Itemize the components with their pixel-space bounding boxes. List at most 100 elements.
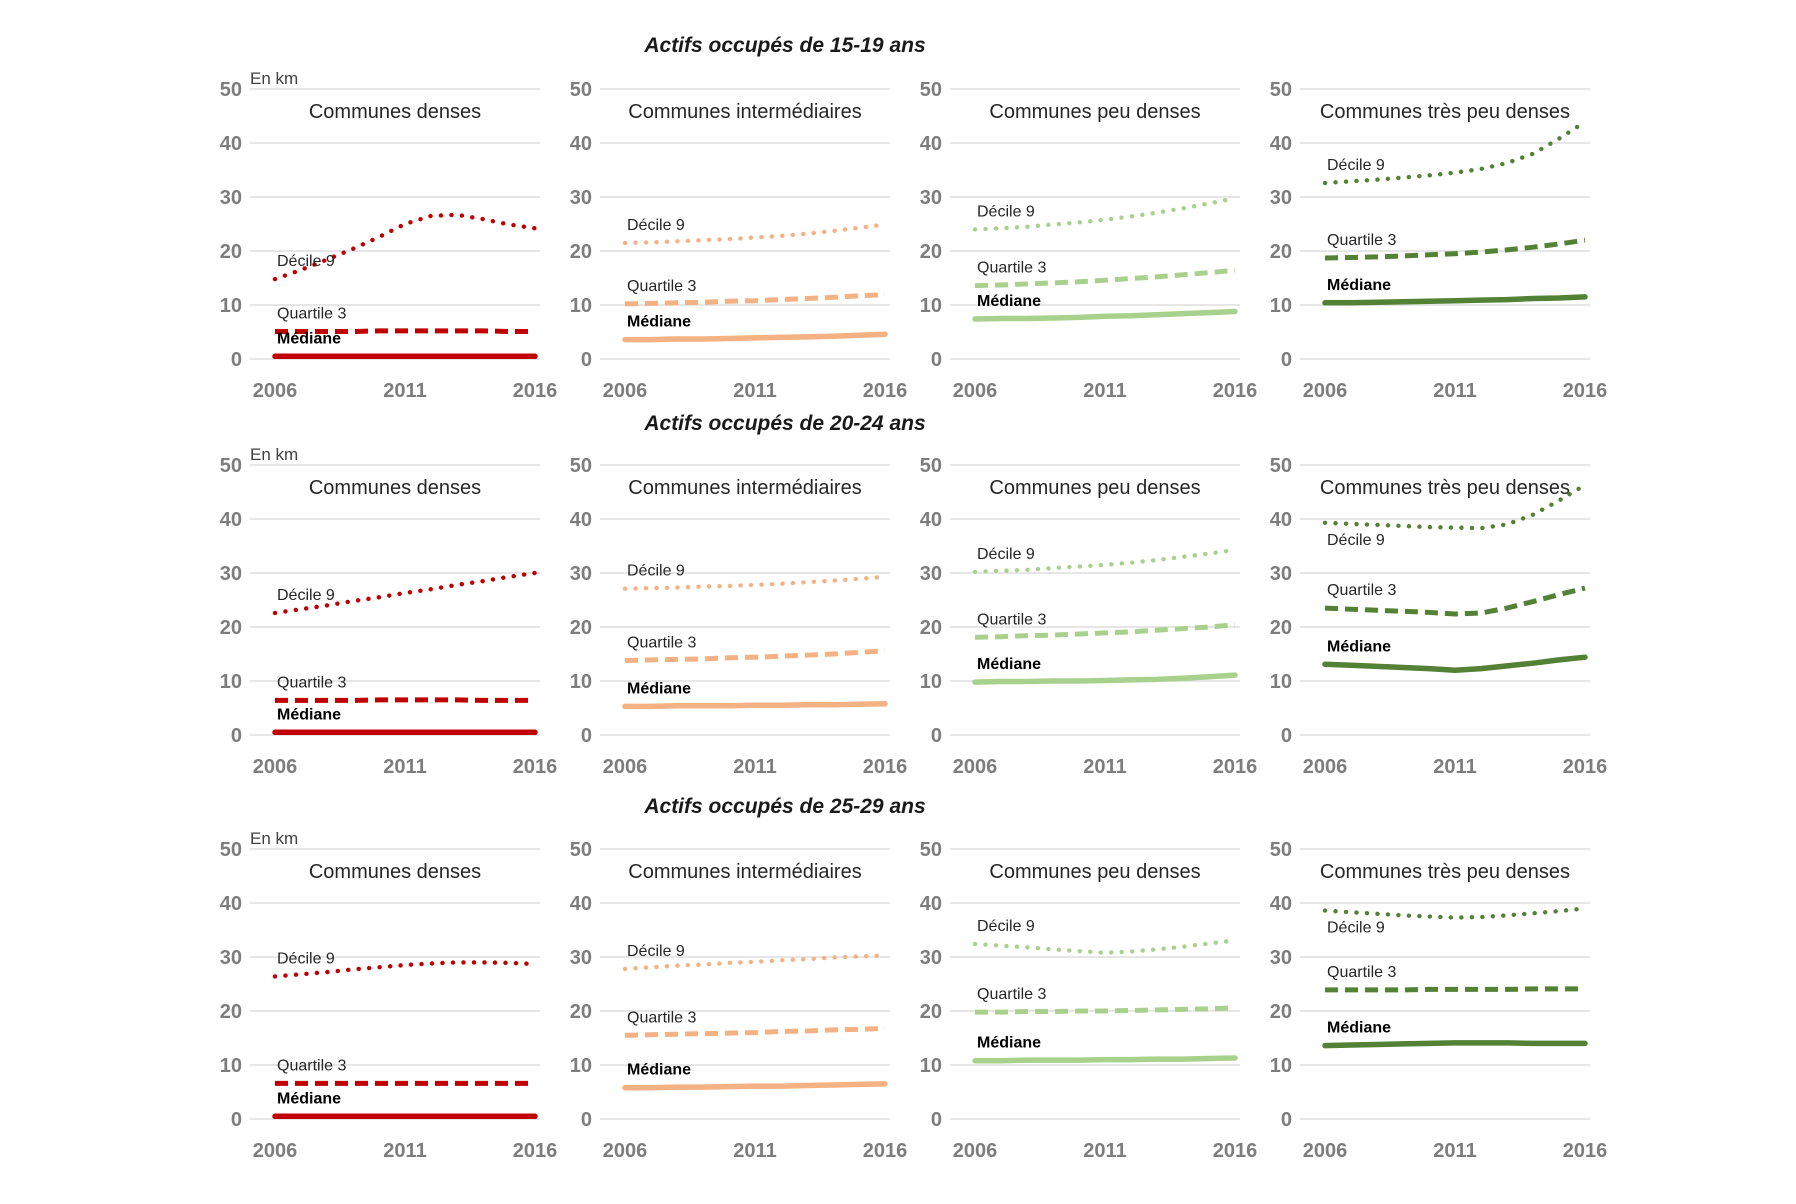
- y-tick-label: 0: [931, 1109, 942, 1131]
- chart-title: Communes très peu denses: [1320, 861, 1570, 883]
- x-tick-label: 2011: [1083, 1140, 1126, 1162]
- x-tick-label: 2016: [1213, 380, 1258, 402]
- series-label: Décile 9: [277, 950, 335, 967]
- series-line-dashed: [975, 1005, 1236, 1015]
- y-tick-label: 30: [570, 563, 592, 585]
- series-line-dotted: [972, 938, 1238, 955]
- series-label: Médiane: [1327, 638, 1391, 655]
- series-label: Quartile 3: [977, 260, 1046, 277]
- series-label: Décile 9: [1327, 157, 1385, 174]
- y-tick-label: 10: [220, 1055, 242, 1077]
- series-label: Médiane: [277, 1090, 341, 1107]
- series-label: Décile 9: [977, 203, 1035, 220]
- y-tick-label: 0: [1281, 1109, 1292, 1131]
- y-tick-label: 0: [231, 1109, 242, 1131]
- x-tick-label: 2016: [513, 380, 558, 402]
- chart-25-29-communes-peu-denses: 0 10 20 30 40 50 2006 2011 2016 Communes peu dens…: [903, 820, 1258, 1165]
- series-line-dashed: [275, 328, 535, 334]
- y-tick-label: 20: [220, 617, 242, 639]
- series-line-dashed: [974, 622, 1236, 640]
- series-label: Décile 9: [1327, 532, 1385, 549]
- chart-15-19-communes-tres-peu-denses: 0 10 20 30 40 50 2006 2011 2016 Communes très peu…: [1253, 60, 1608, 405]
- chart-canvas: 0 10 20 30 40 50 2006 2011 2016 Communes interméd…: [570, 79, 908, 402]
- series-label: Médiane: [977, 1035, 1041, 1052]
- series-line-dotted: [272, 960, 538, 979]
- chart-canvas: 0 10 20 30 40 50 2006 2011 2016 Communes peu dens…: [920, 455, 1258, 778]
- y-tick-label: 40: [920, 133, 942, 155]
- series-line-dotted: [972, 195, 1238, 232]
- x-tick-label: 2006: [953, 756, 998, 778]
- y-tick-label: 20: [920, 617, 942, 639]
- x-tick-label: 2011: [1433, 756, 1476, 778]
- chart-title: Communes intermédiaires: [628, 477, 861, 499]
- series-label: Quartile 3: [627, 278, 696, 295]
- series-line-dashed: [1325, 986, 1585, 993]
- series-line-solid: [1322, 294, 1588, 306]
- series-label: Quartile 3: [1327, 582, 1396, 599]
- y-tick-label: 40: [920, 509, 942, 531]
- series-line-dotted: [622, 222, 888, 246]
- y-tick-label: 0: [231, 725, 242, 747]
- series-label: Quartile 3: [977, 611, 1046, 628]
- chart-25-29-communes-denses: 0 10 20 30 40 50 2006 2011 2016 En km Communes den…: [203, 820, 558, 1165]
- series-label: Quartile 3: [277, 1057, 346, 1074]
- row-title-25-29: Actifs occupés de 25-29 ans: [644, 795, 926, 818]
- series-label: Décile 9: [277, 253, 335, 270]
- series-label: Médiane: [627, 314, 691, 331]
- x-tick-label: 2011: [733, 1140, 776, 1162]
- x-tick-label: 2006: [253, 1140, 298, 1162]
- x-tick-label: 2006: [603, 380, 648, 402]
- x-tick-label: 2011: [383, 756, 426, 778]
- y-tick-label: 0: [931, 725, 942, 747]
- series-label: Médiane: [627, 1062, 691, 1079]
- chart-title: Communes denses: [309, 101, 481, 123]
- x-tick-label: 2016: [1563, 756, 1608, 778]
- series-line-dashed: [1324, 237, 1586, 261]
- y-tick-label: 20: [1270, 241, 1292, 263]
- series-line-solid: [622, 331, 888, 343]
- y-tick-label: 20: [570, 1001, 592, 1023]
- series-label: Quartile 3: [627, 634, 696, 651]
- series-line-solid: [1322, 654, 1588, 673]
- y-tick-label: 10: [1270, 1055, 1292, 1077]
- series-label: Décile 9: [627, 217, 685, 234]
- y-tick-label: 10: [220, 295, 242, 317]
- series-line-dotted: [1322, 906, 1588, 920]
- chart-title: Communes intermédiaires: [628, 861, 861, 883]
- series-label: Médiane: [277, 330, 341, 347]
- series-line-dashed: [624, 648, 886, 663]
- series-line-solid: [1322, 1040, 1588, 1049]
- x-tick-label: 2011: [1433, 380, 1476, 402]
- series-line-dotted: [622, 953, 888, 972]
- x-tick-label: 2011: [733, 380, 776, 402]
- chart-canvas: 0 10 20 30 40 50 2006 2011 2016 En km Communes den…: [220, 445, 558, 778]
- y-tick-label: 40: [1270, 893, 1292, 915]
- y-tick-label: 50: [1270, 839, 1292, 861]
- y-tick-label: 40: [1270, 133, 1292, 155]
- y-tick-label: 50: [570, 79, 592, 101]
- chart-title: Communes denses: [309, 477, 481, 499]
- y-tick-label: 0: [581, 349, 592, 371]
- chart-canvas: 0 10 20 30 40 50 2006 2011 2016 Communes très peu…: [1270, 455, 1608, 778]
- series-line-dotted: [272, 570, 538, 616]
- x-tick-label: 2016: [1563, 380, 1608, 402]
- series-line-dashed: [624, 292, 886, 307]
- series-line-solid: [972, 672, 1238, 685]
- y-tick-label: 10: [920, 1055, 942, 1077]
- series-label: Décile 9: [627, 563, 685, 580]
- chart-25-29-communes-tres-peu-denses: 0 10 20 30 40 50 2006 2011 2016 Communes très peu…: [1253, 820, 1608, 1165]
- series-line-dashed: [624, 1025, 886, 1038]
- chart-15-19-communes-intermediaires: 0 10 20 30 40 50 2006 2011 2016 Communes interméd…: [553, 60, 908, 405]
- y-tick-label: 10: [570, 1055, 592, 1077]
- chart-title: Communes peu denses: [989, 477, 1200, 499]
- series-label: Quartile 3: [627, 1009, 696, 1026]
- chart-25-29-communes-intermediaires: 0 10 20 30 40 50 2006 2011 2016 Communes interméd…: [553, 820, 908, 1165]
- x-tick-label: 2016: [513, 1140, 558, 1162]
- y-axis-unit-label: En km: [250, 69, 298, 88]
- series-label: Quartile 3: [1327, 964, 1396, 981]
- chart-20-24-communes-denses: 0 10 20 30 40 50 2006 2011 2016 En km Communes den…: [203, 436, 558, 781]
- chart-title: Communes denses: [309, 861, 481, 883]
- x-tick-label: 2011: [1083, 380, 1126, 402]
- y-tick-label: 50: [570, 839, 592, 861]
